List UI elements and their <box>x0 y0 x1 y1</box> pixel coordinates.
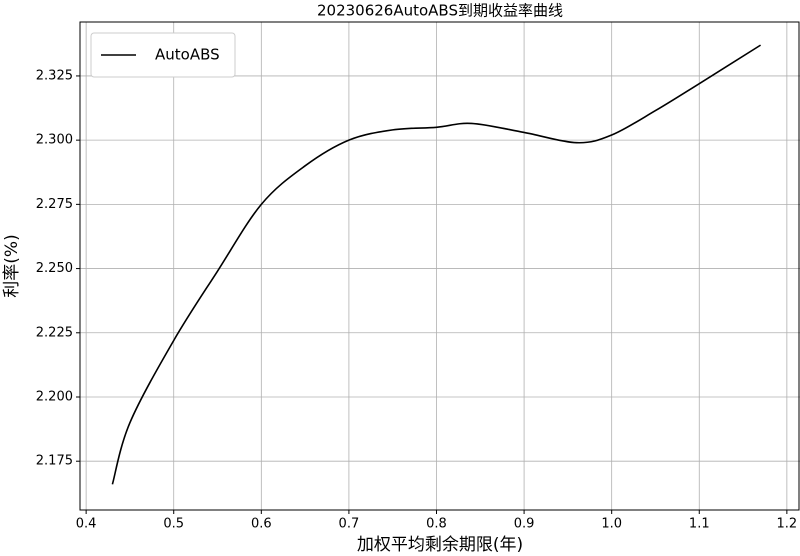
x-tick-label: 0.4 <box>76 517 97 532</box>
chart-title: 20230626AutoABS到期收益率曲线 <box>317 2 563 20</box>
y-tick-label: 2.250 <box>36 261 73 276</box>
x-tick-label: 0.8 <box>426 517 447 532</box>
x-tick-label: 0.6 <box>251 517 272 532</box>
x-tick-label: 1.0 <box>601 517 622 532</box>
plot-frame <box>79 21 800 511</box>
legend-label: AutoABS <box>155 46 220 64</box>
y-tick-label: 2.325 <box>36 68 73 83</box>
x-axis-label: 加权平均剩余期限(年) <box>357 535 523 555</box>
x-tick-label: 1.2 <box>777 517 798 532</box>
y-axis-label: 利率(%) <box>2 234 22 297</box>
line <box>111 44 762 485</box>
y-tick-label: 2.275 <box>36 197 73 212</box>
x-tick-label: 0.9 <box>514 517 535 532</box>
x-tick-label: 0.7 <box>339 517 360 532</box>
y-tick-label: 2.200 <box>36 389 73 404</box>
x-tick-label: 1.1 <box>689 517 710 532</box>
y-tick-label: 2.225 <box>36 325 73 340</box>
y-tick-label: 2.175 <box>36 454 73 469</box>
x-tick-label: 0.5 <box>163 517 184 532</box>
legend-box <box>90 32 236 78</box>
legend: AutoABS <box>90 32 236 78</box>
y-tick-label: 2.300 <box>36 133 73 148</box>
